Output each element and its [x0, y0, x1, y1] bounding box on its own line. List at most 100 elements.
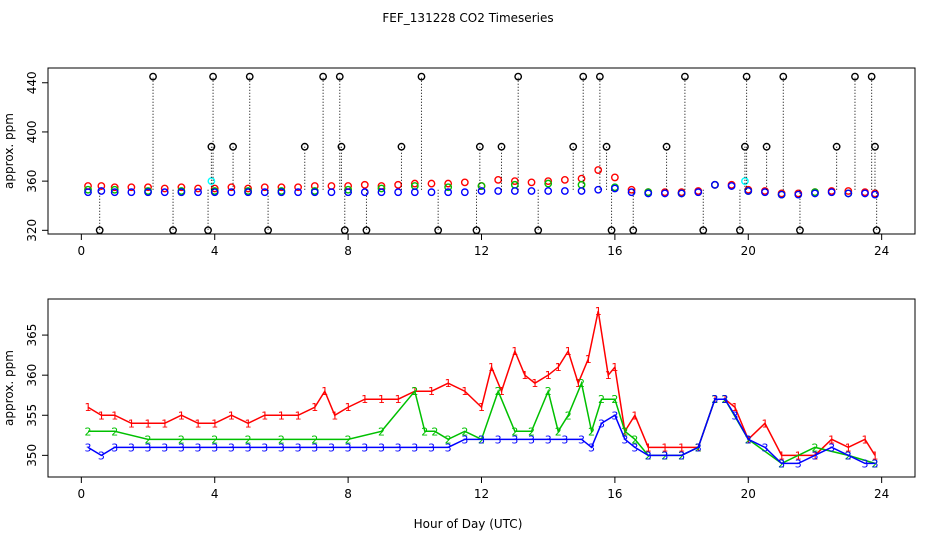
- data-point: [694, 188, 703, 197]
- data-point: [711, 180, 719, 189]
- series-marker: 2: [588, 425, 595, 438]
- series-marker: 3: [428, 441, 435, 454]
- series-marker: 3: [98, 449, 105, 462]
- series-marker: 1: [575, 377, 582, 390]
- series-marker: 3: [645, 449, 652, 462]
- series-marker: 2: [211, 433, 218, 446]
- data-point: [761, 188, 769, 197]
- y-tick-label: 355: [25, 404, 39, 427]
- data-point: [569, 142, 578, 151]
- series-marker: 2: [611, 393, 618, 406]
- x-tick-label: 16: [607, 487, 622, 501]
- data-point: [110, 188, 119, 197]
- data-point: [362, 226, 371, 235]
- series-marker: 3: [845, 449, 852, 462]
- series-marker: 3: [161, 441, 168, 454]
- series-marker: 1: [228, 409, 235, 422]
- data-point: [177, 188, 186, 197]
- series-marker: 1: [111, 409, 118, 422]
- series-marker: 1: [321, 385, 328, 398]
- data-point: [97, 182, 106, 190]
- data-point: [227, 188, 236, 197]
- data-point: [300, 142, 309, 151]
- data-point: [677, 189, 686, 198]
- data-point: [544, 177, 553, 186]
- y-tick-label: 360: [25, 170, 39, 193]
- series-marker: 2: [145, 433, 152, 446]
- data-point: [97, 187, 106, 195]
- data-point: [510, 187, 519, 195]
- series-marker: 1: [585, 353, 592, 366]
- series-marker: 1: [445, 377, 452, 390]
- x-tick-label: 4: [211, 487, 219, 501]
- series-marker: 2: [421, 425, 428, 438]
- data-point: [811, 189, 819, 198]
- x-tick-label: 8: [344, 487, 352, 501]
- series-marker: 3: [578, 433, 585, 446]
- data-point: [872, 226, 881, 235]
- series-marker: 2: [565, 409, 572, 422]
- data-point: [662, 142, 671, 151]
- data-point: [149, 72, 157, 81]
- series-marker: 1: [731, 401, 738, 414]
- x-tick-label: 16: [607, 244, 622, 258]
- series-marker: 1: [845, 441, 852, 454]
- data-point: [741, 142, 749, 151]
- series-marker: 3: [561, 433, 568, 446]
- data-point: [477, 187, 486, 195]
- data-point: [207, 142, 216, 151]
- series-marker: 1: [555, 361, 562, 374]
- data-point: [477, 182, 486, 190]
- data-point: [210, 184, 219, 193]
- series-marker: 2: [85, 425, 92, 438]
- series-marker: 1: [361, 393, 368, 406]
- data-point: [594, 185, 603, 194]
- series-marker: 3: [445, 441, 452, 454]
- series-line: [87, 398, 875, 465]
- series-marker: 3: [528, 433, 535, 446]
- series-marker: 3: [861, 457, 868, 470]
- series-marker: 3: [328, 441, 335, 454]
- data-point: [741, 177, 749, 186]
- data-point: [327, 182, 336, 190]
- series-marker: 1: [631, 409, 638, 422]
- series-marker: 2: [598, 393, 605, 406]
- series-marker: 1: [645, 441, 652, 454]
- series-marker: 1: [678, 441, 685, 454]
- series-marker: 3: [311, 441, 318, 454]
- data-point: [794, 190, 803, 199]
- series-marker: 2: [431, 425, 438, 438]
- series-marker: 2: [111, 425, 118, 438]
- data-point: [844, 187, 853, 195]
- series-marker: 1: [311, 401, 318, 414]
- data-point: [84, 188, 92, 197]
- series-marker: 2: [278, 433, 285, 446]
- data-point: [577, 187, 586, 195]
- series-marker: 1: [871, 449, 878, 462]
- series-marker: 1: [245, 417, 252, 430]
- y-tick-label: 400: [25, 120, 39, 143]
- series-marker: 3: [731, 409, 738, 422]
- data-point: [560, 175, 569, 184]
- data-point: [427, 188, 436, 197]
- series-marker: 3: [545, 433, 552, 446]
- data-point: [417, 72, 426, 81]
- data-point: [84, 185, 92, 194]
- data-point: [394, 180, 403, 189]
- series-marker: 1: [605, 369, 612, 382]
- data-point: [209, 72, 217, 81]
- data-point: [207, 177, 216, 186]
- series-marker: 2: [411, 385, 418, 398]
- series-marker: 3: [195, 441, 202, 454]
- series-marker: 3: [111, 441, 118, 454]
- series-marker: 2: [461, 425, 468, 438]
- series-marker: 1: [261, 409, 268, 422]
- series-marker: 3: [631, 441, 638, 454]
- series-marker: 1: [511, 345, 518, 358]
- data-point: [832, 142, 841, 151]
- data-point: [544, 187, 553, 195]
- data-point: [779, 72, 788, 81]
- series-line: [87, 310, 876, 457]
